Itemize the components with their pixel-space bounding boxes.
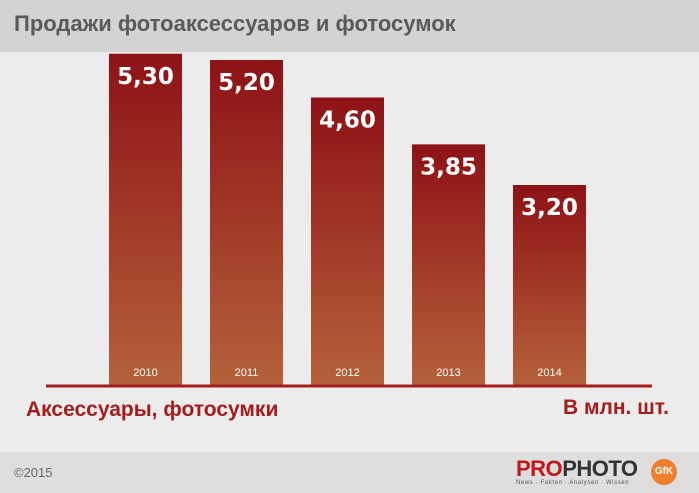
category-label: 2013 xyxy=(436,367,460,379)
series-label: Аксессуары, фотосумки xyxy=(26,398,279,421)
bar-2012 xyxy=(311,97,384,385)
bar-2011 xyxy=(210,60,283,385)
logo-tagline: News · Fakten · Analysen · Wissen xyxy=(516,480,630,486)
chart-title: Продажи фотоаксессуаров и фотосумок xyxy=(14,11,456,36)
bar-value-label: 5,20 xyxy=(218,70,275,96)
bar-2013 xyxy=(412,144,485,385)
category-label: 2011 xyxy=(235,367,259,379)
unit-label: В млн. шт. xyxy=(562,396,669,419)
bar-value-label: 3,85 xyxy=(420,154,477,180)
title-bar: Продажи фотоаксессуаров и фотосумок xyxy=(0,0,699,52)
bar-chart: 5,30 2010 5,20 2011 4,60 2012 3,85 2013 3,20 2014 xyxy=(46,53,652,388)
footer: ©2015 PROPHOTO News · Fakten · Analysen … xyxy=(0,452,699,493)
category-label: 2014 xyxy=(537,367,561,379)
copyright-text: ©2015 xyxy=(14,465,53,480)
bar-value-label: 4,60 xyxy=(319,108,376,134)
gfk-logo[interactable]: GfK xyxy=(651,459,677,485)
logo-pro-text: PRO xyxy=(516,456,563,481)
category-label: 2010 xyxy=(133,367,157,379)
category-label: 2012 xyxy=(335,367,359,379)
prophoto-logo[interactable]: PROPHOTO News · Fakten · Analysen · Wiss… xyxy=(516,456,638,486)
bar-2014 xyxy=(513,185,586,385)
bar-value-label: 5,30 xyxy=(117,64,174,90)
logo-wordmark: PROPHOTO xyxy=(516,456,638,482)
logo-photo-text: PHOTO xyxy=(562,456,638,481)
bars-group: 5,30 2010 5,20 2011 4,60 2012 3,85 2013 3,20 2014 xyxy=(109,53,586,385)
bar-value-label: 3,20 xyxy=(521,195,578,221)
bar-2010 xyxy=(109,53,182,385)
